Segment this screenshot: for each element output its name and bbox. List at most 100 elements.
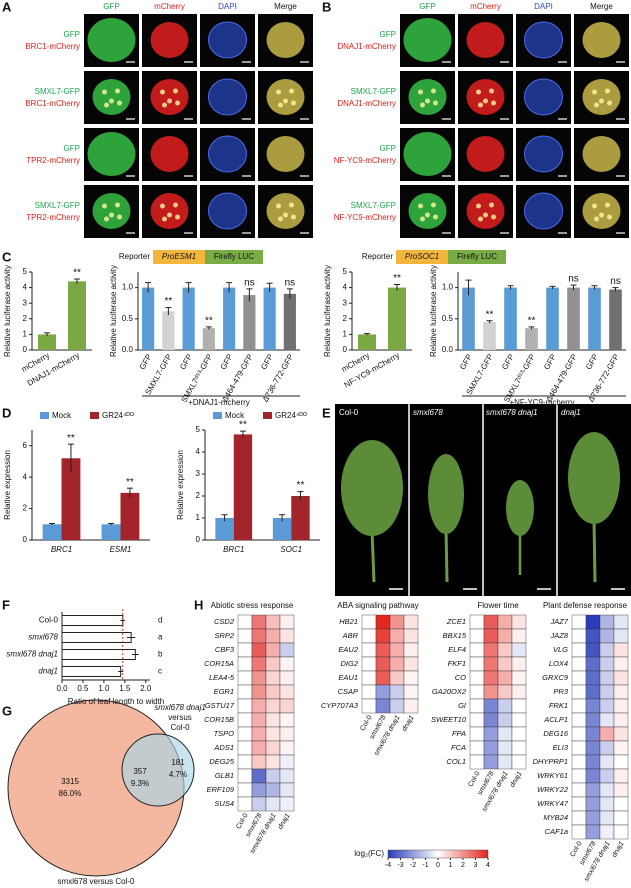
heatmap-cell <box>469 698 485 714</box>
venn-percent: 86.0% <box>59 789 82 798</box>
speckle <box>289 202 294 208</box>
y-tick-label: 0.0 <box>442 345 454 354</box>
column-label: dnaj1 <box>611 840 626 858</box>
heatmap-cell <box>483 698 499 714</box>
speckle <box>175 100 180 106</box>
panel-label: H <box>194 597 203 612</box>
significance: ** <box>164 296 172 307</box>
bar <box>233 434 253 540</box>
y-tick-label: 0 <box>343 345 348 354</box>
heatmap-cell <box>251 754 267 770</box>
heatmap-cell <box>251 642 267 658</box>
x-axis-label: Ratio of leaf length to width <box>68 697 165 706</box>
heatmap-cell <box>265 712 281 728</box>
nucleus <box>408 193 447 229</box>
bar <box>546 287 559 350</box>
heatmap-cell <box>613 796 629 812</box>
gene-label: DHYPRP1 <box>533 757 568 766</box>
heatmap-cell <box>483 754 499 770</box>
gene-label: TSPO <box>214 729 235 738</box>
y-tick-label: 3 <box>23 298 28 307</box>
speckle <box>425 212 430 218</box>
heatmap-cell <box>361 698 377 714</box>
heatmap-cell <box>613 698 629 714</box>
gene-label: COR15B <box>204 715 234 724</box>
speckle <box>102 89 107 95</box>
gene-label: FKF1 <box>448 659 466 668</box>
significance: ns <box>244 277 255 288</box>
x-tick-label: GFP <box>178 353 194 372</box>
x-tick-label: GFP <box>458 353 474 372</box>
leaf-label: smxl678 dnaj1 <box>486 408 538 417</box>
gene-label: DIG2 <box>340 659 358 668</box>
heatmap-cell <box>265 698 281 714</box>
construct-label: GFP <box>380 144 396 153</box>
heatmap-cell <box>265 642 281 658</box>
heatmap-cell <box>571 726 587 742</box>
construct-label: SMXL7-GFP <box>351 87 396 96</box>
heatmap-cell <box>483 726 499 742</box>
nucleus <box>208 192 247 230</box>
y-tick-label: 2 <box>343 314 348 323</box>
heatmap-cell <box>571 656 587 672</box>
panel-label: C <box>2 249 12 264</box>
y-axis-label: Relative expression <box>3 450 12 520</box>
heatmap-cell <box>469 754 485 770</box>
speckle <box>283 98 288 104</box>
bar <box>215 518 234 540</box>
construct-label: TPR2-mCherry <box>26 213 80 222</box>
channel-label: mCherry <box>470 2 501 11</box>
bar <box>61 632 132 643</box>
speckle <box>607 100 612 106</box>
gene-label: ELF4 <box>448 645 466 654</box>
heatmap-cell <box>585 628 601 644</box>
heatmap-title: Plant defense response <box>543 601 628 610</box>
construct-label: SMXL7-GFP <box>351 201 396 210</box>
heatmap-cell <box>469 684 485 700</box>
heatmap-cell <box>251 782 267 798</box>
speckle <box>433 100 438 106</box>
gene-label: GA20OX2 <box>432 687 467 696</box>
construct-label: TPR2-mCherry <box>26 156 80 165</box>
heatmap-cell <box>613 656 629 672</box>
gene-label: SWEET10 <box>431 715 467 724</box>
heatmap-cell <box>613 670 629 686</box>
heatmap-cell <box>251 670 267 686</box>
bar <box>223 287 236 350</box>
heatmap-cell <box>279 684 295 700</box>
column-label: Col-0 <box>569 840 583 858</box>
bar <box>61 666 122 677</box>
heatmap-cell <box>251 712 267 728</box>
channel-label: GFP <box>419 2 435 11</box>
panel-label: B <box>322 0 331 14</box>
heatmap-cell <box>279 768 295 784</box>
speckle <box>605 88 610 94</box>
gene-label: CBF3 <box>215 645 235 654</box>
legend-label: GR24⁴ᴰᴼ <box>275 411 307 420</box>
color-tick-label: 3 <box>474 862 478 869</box>
heatmap-cell <box>469 656 485 672</box>
leaf <box>568 432 620 524</box>
speckle <box>162 102 167 108</box>
gene-label: GLB1 <box>215 771 234 780</box>
gene-label: FRK1 <box>549 701 568 710</box>
heatmap-cell <box>599 754 615 770</box>
gene-label: FCA <box>451 743 466 752</box>
y-tick-label: 3 <box>343 298 348 307</box>
gene-label: JAZ7 <box>549 617 568 626</box>
nucleus <box>403 132 452 176</box>
heatmap-cell <box>279 754 295 770</box>
y-tick-label: 0.5 <box>442 314 454 323</box>
y-tick-label: 6 <box>23 441 28 450</box>
speckle <box>599 212 604 218</box>
venn-label: versus <box>168 713 192 722</box>
heatmap-cell <box>511 726 527 742</box>
bar <box>388 287 406 350</box>
heatmap-cell <box>571 740 587 756</box>
bar <box>61 458 81 540</box>
reporter-c2: Reporter ProSOC1 Firefly LUC <box>362 250 506 264</box>
speckle <box>278 216 283 222</box>
y-tick-label: smxl678 dnaj1 <box>6 650 58 659</box>
promoter: ProSOC1 <box>405 252 439 261</box>
y-axis-label: Relative luciferase activity <box>323 265 332 357</box>
